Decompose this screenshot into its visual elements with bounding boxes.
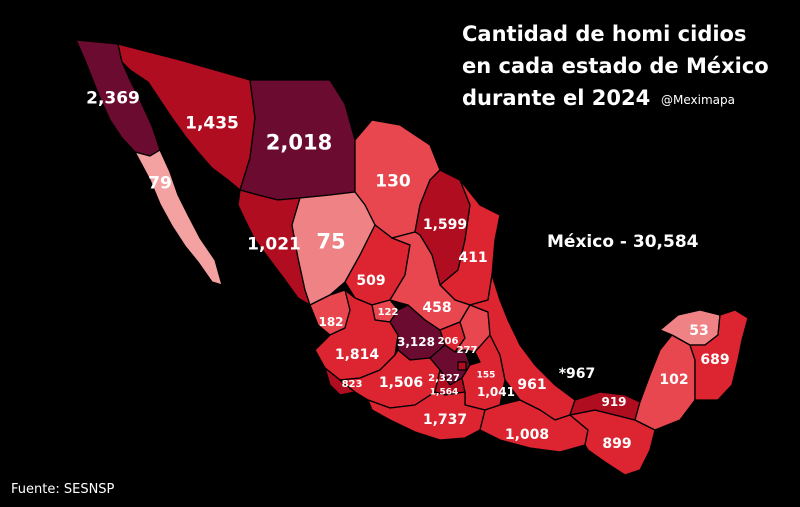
- title-line-2: en cada estado de México: [462, 54, 769, 78]
- national-total: México - 30,584: [547, 232, 699, 252]
- value-tlaxcala: 155: [476, 370, 496, 381]
- map-title: Cantidad de homi cidios en cada estado d…: [462, 18, 792, 114]
- value-morelos: 1,564: [429, 387, 459, 398]
- value-tabasco: 919: [601, 395, 627, 409]
- state-quintana-roo: [689, 309, 749, 401]
- value-michoacan: 1,506: [378, 375, 424, 391]
- value-nuevo-leon: 1,599: [422, 217, 468, 233]
- value-puebla: 1,041: [477, 385, 515, 399]
- value-nayarit: 182: [318, 315, 344, 329]
- value-chihuahua: 2,018: [265, 130, 333, 155]
- state-colima: [324, 367, 356, 396]
- value-veracruz: 961: [517, 377, 547, 393]
- value-sonora: 1,435: [185, 113, 239, 134]
- value-estado-de-mexico: 2,327: [428, 373, 460, 384]
- value-zacatecas: 509: [356, 273, 386, 289]
- value-san-luis-potosi: 458: [422, 300, 452, 316]
- value-sinaloa: 1,021: [247, 234, 301, 255]
- value-hidalgo: 277: [456, 345, 478, 356]
- value-queretaro: 206: [437, 336, 459, 347]
- source-note: Fuente: SESNSP: [11, 482, 115, 497]
- state-baja-california-sur: [134, 149, 223, 286]
- value-colima: 823: [341, 379, 363, 390]
- value-tamaulipas: 411: [458, 250, 488, 266]
- state-ciudad-de-mexico: [457, 361, 467, 371]
- value-aguascalientes: 122: [377, 307, 399, 318]
- credit-handle: @Meximapa: [661, 93, 735, 107]
- value-guerrero: 1,737: [422, 412, 468, 428]
- value-durango: 75: [316, 229, 346, 254]
- value-baja-california-sur: 79: [148, 173, 172, 194]
- title-line-1: Cantidad de homi cidios: [462, 22, 747, 46]
- value-baja-california: 2,369: [86, 88, 140, 109]
- value-guanajuato: 3,128: [397, 335, 435, 349]
- title-line-3: durante el 2024: [462, 86, 651, 110]
- value-yucatan: 53: [689, 323, 709, 339]
- value-jalisco: 1,814: [334, 347, 380, 363]
- value-coahuila: 130: [375, 171, 411, 192]
- value-quintana-roo: 689: [700, 352, 730, 368]
- value-chiapas: 899: [602, 436, 632, 452]
- value-ciudad-de-mexico: *967: [558, 366, 596, 382]
- value-oaxaca: 1,008: [504, 427, 550, 443]
- value-campeche: 102: [659, 372, 689, 388]
